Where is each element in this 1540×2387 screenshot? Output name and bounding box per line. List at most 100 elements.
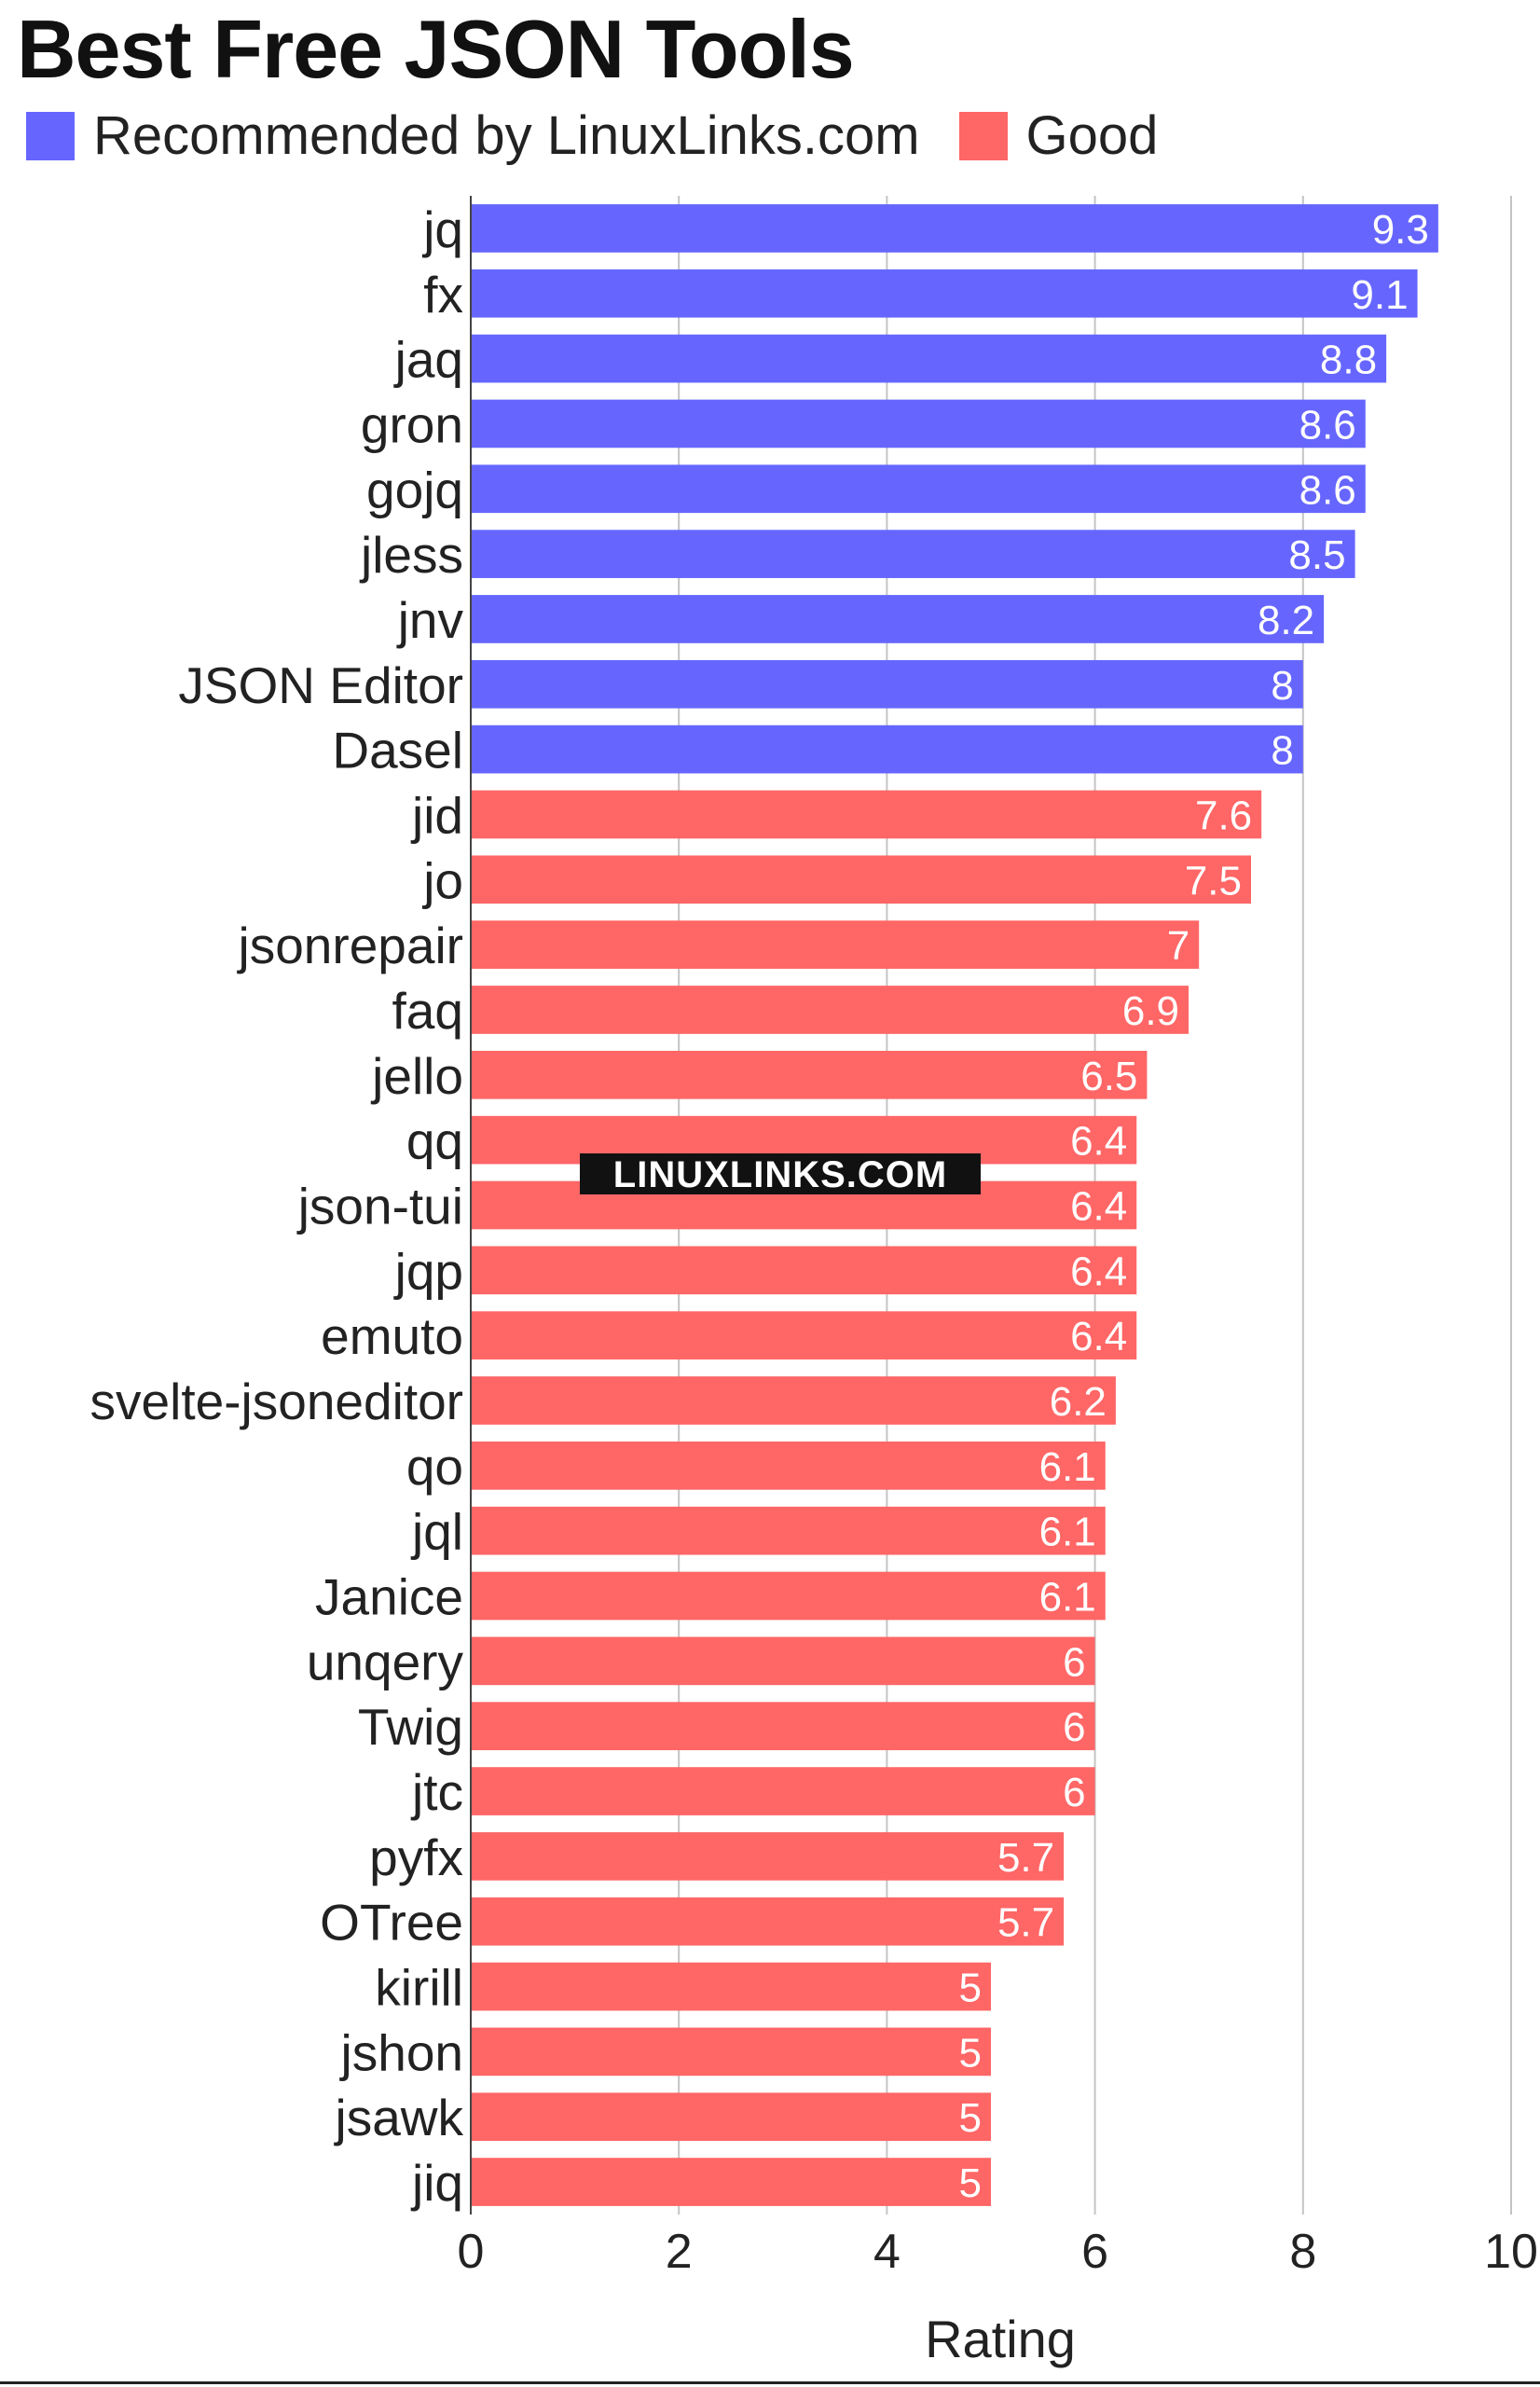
category-label-5: jless [359,526,463,584]
value-label-16: 6.4 [1070,1249,1127,1294]
category-label-24: jtc [410,1763,463,1821]
value-label-14: 6.4 [1070,1119,1127,1165]
category-label-12: faq [392,982,463,1040]
legend-label-good: Good [1025,105,1159,166]
bottom-divider [0,2381,1540,2384]
value-label-8: 8 [1271,728,1293,774]
bar-10 [471,855,1251,904]
category-label-2: jaq [393,331,463,389]
bar-8 [471,724,1303,774]
x-tick-label-3: 6 [1081,2225,1108,2279]
bar-17 [471,1311,1137,1360]
category-label-21: Janice [315,1568,463,1626]
bar-23 [471,1702,1095,1751]
watermark-box [580,1153,981,1194]
value-label-7: 8 [1271,663,1293,709]
value-label-3: 8.6 [1299,402,1356,448]
category-label-13: jello [370,1047,463,1105]
bar-1 [471,269,1418,318]
bar-26 [471,1897,1065,1946]
value-label-15: 6.4 [1070,1184,1127,1230]
category-label-23: Twig [358,1698,463,1756]
value-label-28: 5 [959,2030,982,2076]
category-label-11: jsonrepair [236,917,463,974]
value-label-26: 5.7 [997,1900,1054,1946]
bar-29 [471,2092,991,2142]
chart-title: Best Free JSON Tools [17,3,855,95]
category-label-3: gron [361,395,463,453]
x-tick-label-2: 4 [873,2225,901,2279]
bar-22 [471,1636,1095,1686]
category-label-17: emuto [321,1307,463,1365]
bar-0 [471,204,1438,253]
category-label-22: unqery [307,1633,464,1690]
value-label-27: 5 [959,1966,982,2011]
x-tick-label-5: 10 [1484,2225,1538,2279]
category-label-19: qo [406,1438,463,1496]
value-label-23: 6 [1063,1704,1085,1750]
bar-3 [471,399,1366,448]
bar-18 [471,1376,1116,1425]
legend-swatch-good [958,111,1008,160]
value-label-1: 9.1 [1351,272,1408,318]
bar-7 [471,659,1303,709]
legend-swatch-recommended [26,111,75,160]
bar-19 [471,1442,1106,1490]
value-label-19: 6.1 [1039,1444,1096,1490]
bar-2 [471,334,1387,383]
value-label-24: 6 [1063,1770,1085,1815]
x-tick-label-4: 8 [1289,2225,1316,2279]
bar-9 [471,790,1262,839]
category-label-20: jql [410,1503,463,1561]
value-label-20: 6.1 [1039,1510,1096,1555]
category-label-7: JSON Editor [178,656,463,714]
legend-item-good: Good [958,104,1159,167]
value-label-30: 5 [959,2160,982,2206]
category-label-16: jqp [393,1242,463,1300]
category-label-0: jq [421,200,463,258]
category-label-18: svelte-jsoneditor [90,1373,463,1430]
category-label-30: jiq [410,2154,463,2212]
watermark-text: LINUXLINKS.COM [613,1154,947,1195]
bar-30 [471,2158,991,2206]
x-axis-title: Rating [925,2310,1076,2368]
value-label-13: 6.5 [1080,1054,1137,1099]
value-label-4: 8.6 [1299,467,1356,513]
value-label-10: 7.5 [1185,858,1242,904]
bar-12 [471,986,1189,1034]
bar-27 [471,1962,991,2011]
category-label-15: json-tui [296,1178,463,1235]
legend-item-recommended: Recommended by LinuxLinks.com [26,104,920,167]
bar-11 [471,920,1200,969]
category-label-10: jo [421,851,463,909]
value-label-18: 6.2 [1050,1379,1107,1425]
value-label-17: 6.4 [1070,1314,1127,1359]
category-label-28: jshon [339,2023,463,2081]
bar-21 [471,1571,1106,1621]
value-label-0: 9.3 [1372,207,1429,253]
value-label-22: 6 [1063,1639,1085,1685]
category-label-4: gojq [366,461,463,518]
value-label-25: 5.7 [997,1835,1054,1881]
legend-label-recommended: Recommended by LinuxLinks.com [93,105,920,166]
category-label-29: jsawk [333,2089,463,2146]
value-label-29: 5 [959,2095,982,2141]
category-label-26: OTree [320,1894,463,1952]
category-label-6: jnv [396,591,464,649]
bar-13 [471,1050,1148,1099]
value-label-11: 7 [1167,923,1189,969]
bar-24 [471,1767,1095,1815]
category-label-8: Dasel [332,722,463,780]
bar-28 [471,2027,991,2077]
bar-20 [471,1506,1106,1555]
value-label-21: 6.1 [1039,1575,1096,1621]
chart-legend: Recommended by LinuxLinks.com Good [26,104,1197,167]
value-label-2: 8.8 [1320,338,1377,383]
category-label-14: qq [406,1112,463,1170]
x-tick-label-0: 0 [458,2225,485,2279]
bar-4 [471,464,1366,514]
bar-5 [471,530,1355,578]
category-label-25: pyfx [369,1828,463,1886]
